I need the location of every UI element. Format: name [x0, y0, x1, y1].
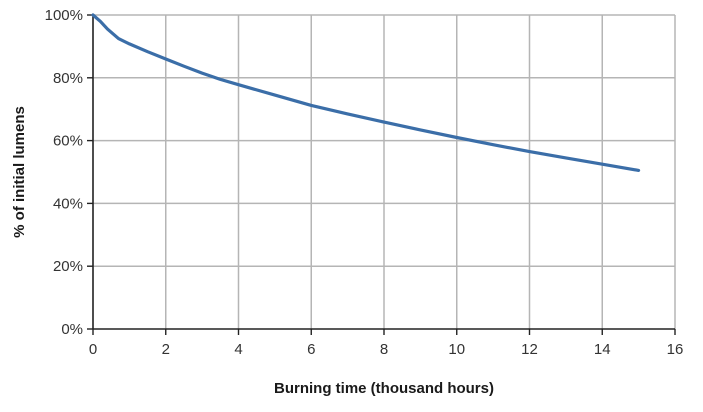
- x-tick-label: 10: [448, 341, 465, 358]
- y-axis-title: % of initial lumens: [11, 106, 28, 238]
- x-tick-label: 4: [234, 341, 242, 358]
- grid-layer: [93, 14, 676, 329]
- y-tick-label: 0%: [61, 321, 83, 338]
- axis-layer: 0 2 4 6 8 10 12 14 16 0% 20% 40% 60% 80% 100%: [45, 7, 684, 358]
- x-tick-label: 12: [521, 341, 538, 358]
- y-tick-label: 60%: [53, 133, 83, 150]
- label-layer: Burning time (thousand hours) % of initi…: [11, 106, 494, 397]
- y-tick-label: 100%: [45, 7, 83, 24]
- x-tick-label: 6: [307, 341, 315, 358]
- x-tick-label: 2: [162, 341, 170, 358]
- x-axis-title: Burning time (thousand hours): [274, 380, 494, 397]
- x-tick-label: 8: [380, 341, 388, 358]
- x-tick-label: 14: [594, 341, 611, 358]
- series-layer: [91, 13, 641, 172]
- x-tick-label: 0: [89, 341, 97, 358]
- x-tick-label: 16: [667, 341, 684, 358]
- y-tick-label: 20%: [53, 258, 83, 275]
- series-line: [91, 13, 641, 172]
- y-tick-label: 40%: [53, 195, 83, 212]
- y-tick-label: 80%: [53, 70, 83, 87]
